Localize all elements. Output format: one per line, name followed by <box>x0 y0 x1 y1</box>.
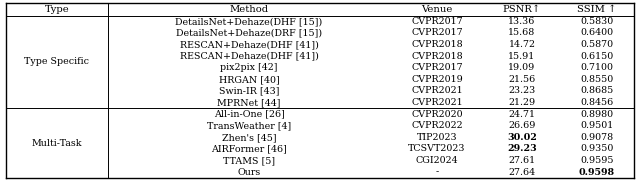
Text: 0.5830: 0.5830 <box>580 17 614 26</box>
Text: TransWeather [4]: TransWeather [4] <box>207 121 291 130</box>
Text: 0.5870: 0.5870 <box>580 40 614 49</box>
Text: CVPR2017: CVPR2017 <box>411 63 463 72</box>
Text: 29.23: 29.23 <box>507 144 537 153</box>
Text: CVPR2021: CVPR2021 <box>411 98 463 107</box>
Text: 0.9595: 0.9595 <box>580 156 614 165</box>
Text: 27.61: 27.61 <box>508 156 536 165</box>
Text: CVPR2022: CVPR2022 <box>411 121 463 130</box>
Text: 0.9350: 0.9350 <box>580 144 614 153</box>
Text: MPRNet [44]: MPRNet [44] <box>217 98 281 107</box>
Text: CVPR2019: CVPR2019 <box>411 75 463 84</box>
Text: 23.23: 23.23 <box>508 86 536 95</box>
Text: 0.9598: 0.9598 <box>579 168 615 177</box>
Text: RESCAN+Dehaze(DHF [41]): RESCAN+Dehaze(DHF [41]) <box>180 52 319 61</box>
Text: Swin-IR [43]: Swin-IR [43] <box>219 86 279 95</box>
Text: Type Specific: Type Specific <box>24 57 90 66</box>
Text: -: - <box>435 168 438 177</box>
Text: 26.69: 26.69 <box>508 121 536 130</box>
Text: CGI2024: CGI2024 <box>416 156 458 165</box>
Text: Venue: Venue <box>421 5 452 14</box>
Text: Multi-Task: Multi-Task <box>32 139 83 148</box>
Text: pix2pix [42]: pix2pix [42] <box>220 63 278 72</box>
Text: 19.09: 19.09 <box>508 63 536 72</box>
Text: 0.8685: 0.8685 <box>580 86 614 95</box>
Text: TCSVT2023: TCSVT2023 <box>408 144 466 153</box>
Text: 21.29: 21.29 <box>508 98 536 107</box>
Text: CVPR2020: CVPR2020 <box>411 110 463 119</box>
Text: Type: Type <box>45 5 69 14</box>
Text: 27.64: 27.64 <box>508 168 536 177</box>
Text: Method: Method <box>229 5 269 14</box>
Text: 14.72: 14.72 <box>509 40 536 49</box>
Text: PSNR↑: PSNR↑ <box>503 5 541 14</box>
Text: DetailsNet+Dehaze(DRF [15]): DetailsNet+Dehaze(DRF [15]) <box>176 28 322 37</box>
Text: SSIM ↑: SSIM ↑ <box>577 5 617 14</box>
Text: RESCAN+Dehaze(DHF [41]): RESCAN+Dehaze(DHF [41]) <box>180 40 319 49</box>
Text: CVPR2017: CVPR2017 <box>411 17 463 26</box>
Text: 15.91: 15.91 <box>508 52 536 61</box>
Text: 13.36: 13.36 <box>508 17 536 26</box>
Text: 0.9078: 0.9078 <box>580 133 614 142</box>
Text: AIRFormer [46]: AIRFormer [46] <box>211 144 287 153</box>
Text: 0.9501: 0.9501 <box>580 121 614 130</box>
Text: 0.6150: 0.6150 <box>580 52 614 61</box>
Text: 0.8456: 0.8456 <box>580 98 614 107</box>
Text: 0.8550: 0.8550 <box>580 75 614 84</box>
Text: 0.6400: 0.6400 <box>580 28 614 37</box>
Text: CVPR2021: CVPR2021 <box>411 86 463 95</box>
Text: All-in-One [26]: All-in-One [26] <box>214 110 284 119</box>
Text: 0.8980: 0.8980 <box>580 110 614 119</box>
Text: CVPR2018: CVPR2018 <box>411 40 463 49</box>
Text: CVPR2017: CVPR2017 <box>411 28 463 37</box>
Text: 30.02: 30.02 <box>507 133 537 142</box>
Text: TIP2023: TIP2023 <box>417 133 458 142</box>
Text: Ours: Ours <box>237 168 260 177</box>
Text: HRGAN [40]: HRGAN [40] <box>219 75 280 84</box>
Text: Zhen's [45]: Zhen's [45] <box>221 133 276 142</box>
Text: 15.68: 15.68 <box>508 28 536 37</box>
Text: TTAMS [5]: TTAMS [5] <box>223 156 275 165</box>
Text: 24.71: 24.71 <box>509 110 536 119</box>
Text: 0.7100: 0.7100 <box>580 63 614 72</box>
Text: 21.56: 21.56 <box>508 75 536 84</box>
Text: DetailsNet+Dehaze(DHF [15]): DetailsNet+Dehaze(DHF [15]) <box>175 17 323 26</box>
Text: CVPR2018: CVPR2018 <box>411 52 463 61</box>
